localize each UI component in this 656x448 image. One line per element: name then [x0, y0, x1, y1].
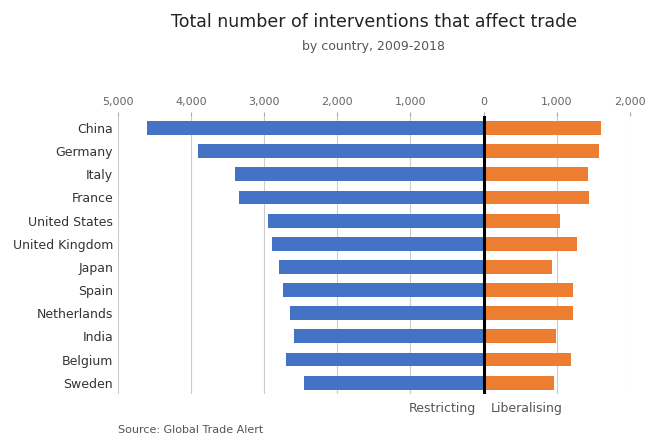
Bar — [304, 376, 483, 390]
Bar — [483, 376, 554, 390]
Bar — [283, 283, 483, 297]
Bar — [483, 306, 573, 320]
Bar — [483, 214, 560, 228]
Bar — [483, 353, 571, 366]
Text: by country, 2009-2018: by country, 2009-2018 — [302, 40, 445, 53]
Text: Restricting: Restricting — [409, 402, 476, 415]
Bar — [148, 121, 483, 135]
Bar — [272, 237, 483, 251]
Bar — [293, 329, 483, 343]
Text: Total number of interventions that affect trade: Total number of interventions that affec… — [171, 13, 577, 31]
Bar — [483, 121, 600, 135]
Bar — [483, 237, 577, 251]
Bar — [483, 260, 552, 274]
Bar — [290, 306, 483, 320]
Bar — [483, 283, 573, 297]
Bar — [279, 260, 483, 274]
Bar — [483, 190, 589, 204]
Bar — [483, 329, 556, 343]
Bar — [239, 190, 483, 204]
Bar — [268, 214, 483, 228]
Bar — [199, 144, 483, 158]
Text: Source: Global Trade Alert: Source: Global Trade Alert — [118, 425, 263, 435]
Bar — [483, 144, 599, 158]
Bar — [235, 168, 483, 181]
Text: Liberalising: Liberalising — [491, 402, 563, 415]
Bar — [483, 168, 588, 181]
Bar — [286, 353, 483, 366]
